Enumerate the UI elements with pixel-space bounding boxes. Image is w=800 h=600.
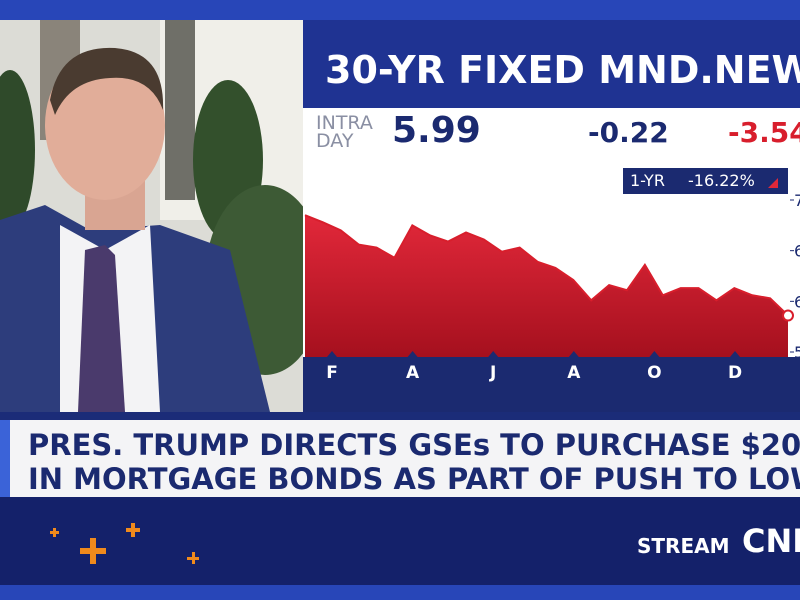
ticker-accent: [0, 420, 10, 497]
chart: 5 6 6 7 F A J A O D: [304, 191, 800, 383]
x-tick-label: O: [647, 363, 661, 383]
footer-bg: [0, 497, 800, 585]
bottom-band: [0, 585, 800, 600]
y-tick-label: 6: [794, 292, 800, 311]
x-tick-label: F: [326, 363, 338, 383]
x-tick-label: D: [728, 363, 742, 383]
x-tick: [730, 351, 740, 357]
area: [305, 215, 788, 357]
y-tick-label: 6: [794, 242, 800, 261]
rate: 5.99: [392, 110, 481, 151]
x-tick-label: A: [406, 363, 420, 383]
period-change: -16.22%: [688, 171, 755, 190]
x-tick: [407, 351, 418, 357]
top-band: [0, 0, 800, 20]
x-axis-band: [303, 357, 800, 412]
ticker-line: PRES. TRUMP DIRECTS GSEs TO PURCHASE $20…: [28, 428, 800, 462]
x-tick: [649, 351, 660, 357]
x-tick: [327, 351, 337, 357]
quote-row: [303, 108, 800, 152]
ticker-bg: [0, 420, 800, 497]
x-tick-label: A: [567, 363, 581, 383]
end-dot: [782, 309, 794, 322]
y-tick-label: 7: [794, 191, 800, 210]
x-tick: [488, 351, 499, 357]
intraday-label: INTRA DAY: [316, 112, 373, 152]
down-icon: [768, 178, 778, 188]
x-tick-label: J: [489, 363, 496, 383]
logo: CNB: [742, 522, 800, 560]
change-pct: -3.54: [728, 116, 800, 149]
panel-title: 30-YR FIXED MND.NEW: [325, 48, 800, 92]
stream-label: STREAM: [637, 534, 730, 558]
x-tick: [568, 351, 579, 357]
change: -0.22: [588, 116, 669, 149]
period-badge: [623, 168, 788, 194]
decor: [50, 523, 199, 564]
period: 1-YR: [630, 171, 665, 190]
video: [0, 20, 325, 412]
y-tick-label: 5: [794, 343, 800, 362]
ticker-line: IN MORTGAGE BONDS AS PART OF PUSH TO LOW…: [28, 462, 800, 496]
line: [304, 214, 789, 317]
